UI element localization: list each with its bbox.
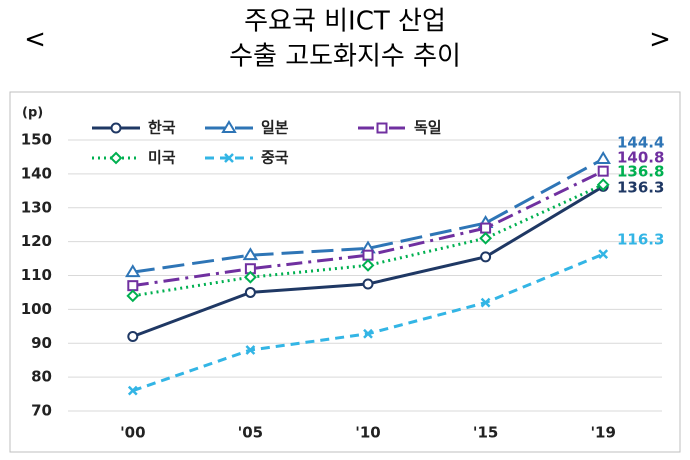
legend-marker [110, 122, 122, 134]
chart-title: 주요국 비ICT 산업 [244, 7, 446, 37]
marker [127, 385, 138, 396]
y-unit: (p) [22, 106, 43, 121]
legend-marker [109, 151, 123, 165]
data-label: 144.4 [617, 134, 664, 152]
data-label: 136.3 [617, 179, 664, 197]
marker [244, 286, 256, 298]
series-line [132, 157, 604, 274]
nav-left: < [24, 25, 46, 55]
legend-label: 미국 [148, 149, 176, 167]
marker [480, 297, 491, 308]
x-tick-label: '15 [473, 424, 498, 442]
marker [596, 178, 610, 192]
legend-marker [224, 153, 234, 163]
legend-label: 일본 [261, 119, 289, 137]
series-line [132, 183, 604, 298]
marker [125, 264, 141, 278]
legend-label: 한국 [148, 119, 176, 137]
chart-title: 수출 고도화지수 추이 [229, 42, 461, 72]
y-tick-label: 100 [21, 300, 52, 318]
y-tick-label: 150 [21, 131, 52, 149]
marker [597, 165, 609, 177]
y-tick-label: 110 [21, 266, 52, 284]
marker [245, 345, 256, 355]
y-tick-label: 130 [21, 198, 52, 216]
marker [362, 278, 374, 290]
marker [243, 270, 257, 284]
y-tick-label: 120 [21, 232, 52, 250]
x-tick-label: '05 [238, 424, 263, 442]
x-tick-label: '10 [355, 424, 380, 442]
chart-frame [9, 91, 681, 453]
x-tick-label: '19 [590, 424, 615, 442]
y-tick-label: 140 [21, 164, 52, 182]
legend-label: 중국 [261, 149, 289, 167]
x-tick-label: '00 [120, 424, 145, 442]
marker [363, 328, 373, 339]
y-tick-label: 90 [31, 334, 52, 352]
marker [480, 251, 492, 263]
data-label: 136.8 [617, 163, 664, 181]
marker [126, 289, 140, 303]
marker [480, 222, 492, 234]
marker [362, 249, 374, 261]
marker [361, 258, 375, 272]
marker [595, 151, 611, 164]
marker [127, 280, 139, 292]
data-label: 140.8 [617, 149, 664, 167]
data-label: 116.3 [617, 231, 664, 249]
marker [479, 231, 493, 245]
legend-marker [221, 120, 237, 133]
y-tick-label: 70 [31, 402, 52, 420]
marker [242, 247, 259, 261]
marker [127, 330, 139, 342]
y-tick-label: 80 [31, 368, 52, 386]
legend-marker [376, 122, 388, 134]
marker [598, 249, 609, 260]
nav-right: > [649, 25, 671, 55]
legend-label: 독일 [414, 119, 442, 137]
